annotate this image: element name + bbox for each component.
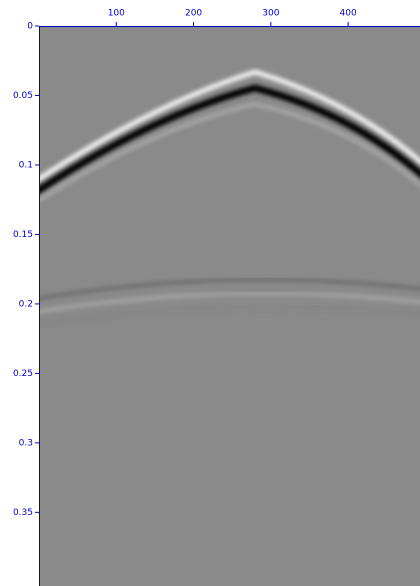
event-tail bbox=[39, 101, 420, 203]
y-tick-label: 0 bbox=[27, 22, 33, 32]
x-tick-label: 400 bbox=[340, 9, 357, 19]
seismic-image bbox=[39, 26, 420, 586]
image-background bbox=[39, 26, 420, 586]
y-tick-label: 0.35 bbox=[13, 508, 33, 518]
y-tick-label: 0.1 bbox=[19, 160, 33, 170]
plot-frame bbox=[39, 26, 420, 586]
x-tick-label: 300 bbox=[262, 9, 279, 19]
event-black bbox=[39, 84, 420, 195]
event-light-2 bbox=[39, 291, 420, 314]
x-tick-label: 200 bbox=[185, 9, 202, 19]
event-dark-2 bbox=[39, 277, 420, 301]
y-tick-label: 0.3 bbox=[19, 438, 33, 448]
y-tick-label: 0.15 bbox=[13, 230, 33, 240]
y-tick-label: 0.2 bbox=[19, 299, 33, 309]
y-tick-label: 0.25 bbox=[13, 369, 33, 379]
x-tick-label: 100 bbox=[108, 9, 125, 19]
y-tick-label: 0.05 bbox=[13, 91, 33, 101]
event-tail-2 bbox=[39, 305, 420, 327]
event-white bbox=[39, 69, 420, 183]
